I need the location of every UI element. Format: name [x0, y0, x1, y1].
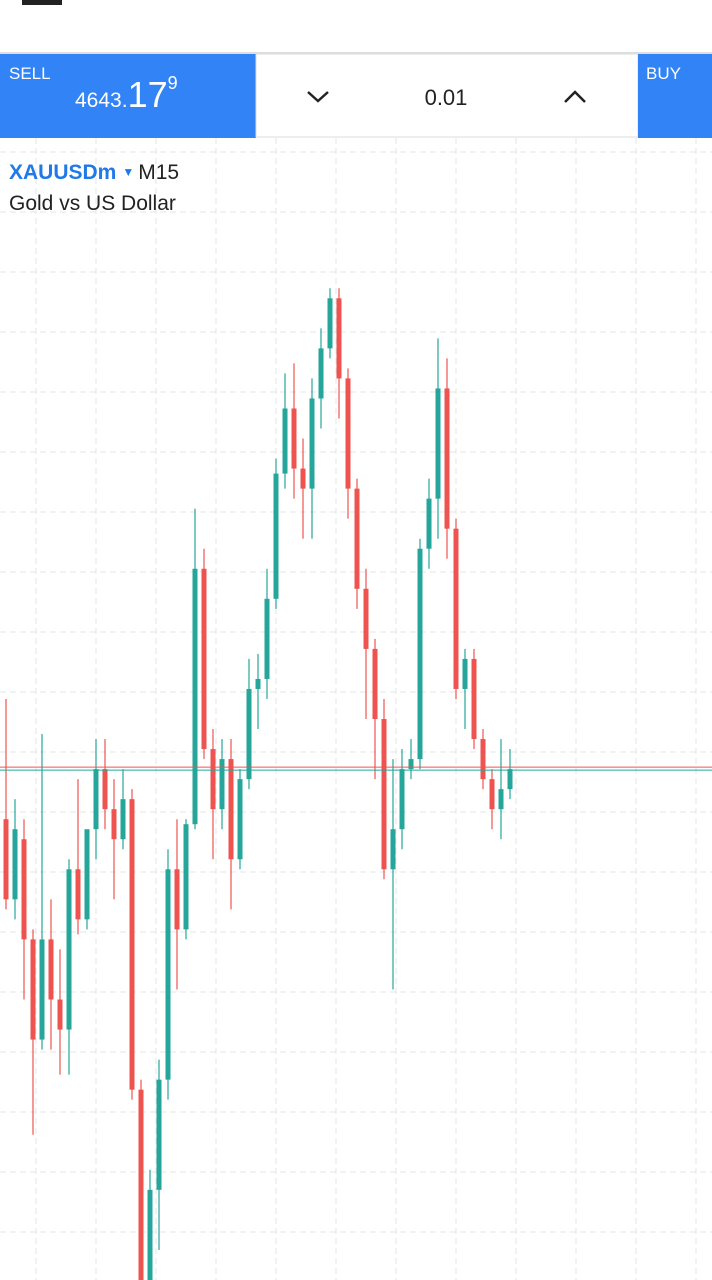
lot-value[interactable]: 0.01 — [425, 85, 468, 110]
candle-body — [309, 398, 315, 489]
candle-body — [480, 739, 486, 780]
sell-button[interactable] — [0, 54, 256, 138]
timeframe[interactable]: M15 — [138, 161, 179, 184]
candle-body — [39, 939, 45, 1040]
candle-body — [336, 298, 342, 379]
candle-body — [12, 829, 18, 900]
candle-body — [111, 809, 117, 840]
lot-increase[interactable] — [564, 90, 586, 103]
chart-grid — [0, 138, 712, 1280]
candle-body — [174, 869, 180, 930]
candle-body — [3, 819, 9, 900]
candle-body — [93, 769, 99, 830]
candle-body — [66, 869, 72, 1030]
candle-body — [219, 759, 225, 810]
candle-body — [165, 869, 171, 1080]
candle-body — [147, 1189, 153, 1280]
candle-body — [444, 388, 450, 529]
candle-body — [489, 779, 495, 810]
buy-button[interactable] — [638, 54, 712, 138]
symbol-name[interactable]: XAUUSDm — [9, 161, 116, 184]
candle-body — [426, 498, 432, 549]
candle-body — [417, 548, 423, 760]
lot-panel — [255, 53, 639, 138]
candle-body — [354, 488, 360, 589]
candle-body — [228, 759, 234, 860]
candle-body — [264, 598, 270, 679]
candle-body — [210, 749, 216, 810]
candle-body — [102, 769, 108, 810]
candles — [0, 288, 712, 1280]
candle-body — [390, 829, 396, 870]
candle-body — [192, 568, 198, 825]
candle-body — [129, 799, 135, 1090]
candle-body — [507, 769, 513, 790]
candle-body — [471, 658, 477, 740]
candle-body — [399, 769, 405, 830]
candle-body — [273, 473, 279, 599]
candle-body — [138, 1089, 144, 1280]
candle-body — [255, 678, 261, 689]
symbol-description: Gold vs US Dollar — [9, 192, 176, 215]
divider — [0, 52, 712, 54]
buy-label: BUY — [646, 64, 681, 83]
lot-decrease[interactable] — [307, 91, 329, 103]
candle-body — [237, 779, 243, 860]
candle-body — [408, 759, 414, 770]
candle-body — [75, 869, 81, 920]
candle-body — [84, 829, 90, 920]
candle-body — [345, 378, 351, 489]
candle-body — [30, 939, 36, 1040]
sell-label: SELL — [9, 64, 51, 83]
candle-body — [435, 388, 441, 499]
candle-body — [57, 999, 63, 1030]
candle-body — [246, 688, 252, 780]
candle-body — [462, 658, 468, 689]
candle-body — [300, 468, 306, 489]
sell-price: 4643.179 — [75, 73, 178, 115]
top-bar — [0, 0, 712, 54]
menu-icon[interactable] — [22, 0, 62, 5]
candle-body — [318, 348, 324, 399]
symbol-line: XAUUSDm ▼ M15 — [9, 161, 179, 184]
candle-body — [156, 1079, 162, 1190]
candle-body — [48, 939, 54, 1000]
candle-body — [183, 824, 189, 930]
candle-body — [327, 298, 333, 349]
candle-body — [282, 408, 288, 474]
candle-body — [372, 648, 378, 720]
candle-body — [381, 719, 387, 870]
candle-body — [291, 408, 297, 469]
candle-body — [21, 839, 27, 940]
candle-body — [498, 789, 504, 810]
candle-body — [453, 528, 459, 689]
candle-body — [201, 568, 207, 750]
candle-body — [120, 799, 126, 840]
candle-body — [363, 588, 369, 649]
